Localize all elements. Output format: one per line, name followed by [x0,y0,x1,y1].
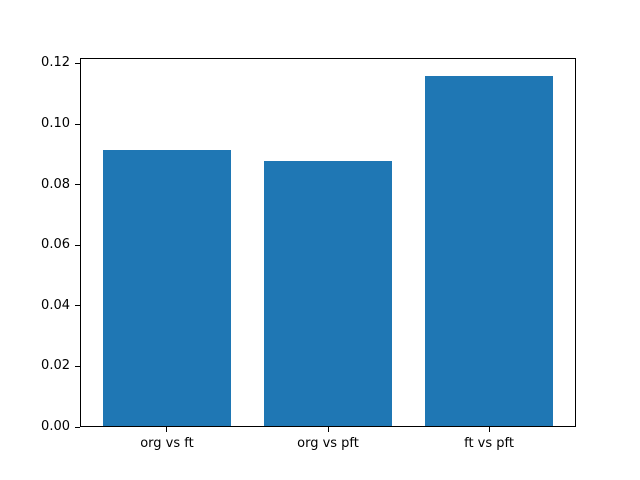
x-tick-mark [488,427,490,432]
bar-org-vs-pft [263,161,393,427]
x-tick-mark [327,427,329,432]
y-tick-label: 0.10 [41,116,70,132]
y-tick-mark [75,365,80,367]
x-tick-label: org vs ft [140,436,194,451]
x-tick-label: ft vs pft [464,436,514,451]
bar-org-vs-ft [102,149,232,427]
y-tick-label: 0.00 [41,419,70,434]
plot-area [80,58,576,427]
bar-ft-vs-pft [424,75,554,427]
y-tick-mark [75,305,80,307]
y-tick-label: 0.02 [41,358,70,374]
y-tick-mark [75,244,80,246]
y-tick-mark [75,123,80,125]
y-tick-label: 0.04 [41,297,70,313]
x-tick-label: org vs pft [297,436,359,451]
y-tick-label: 0.08 [41,176,70,192]
y-tick-mark [75,184,80,186]
y-tick-mark [75,426,80,428]
y-tick-label: 0.12 [41,55,70,71]
y-tick-mark [75,62,80,64]
x-tick-mark [166,427,168,432]
y-tick-label: 0.06 [41,237,70,253]
